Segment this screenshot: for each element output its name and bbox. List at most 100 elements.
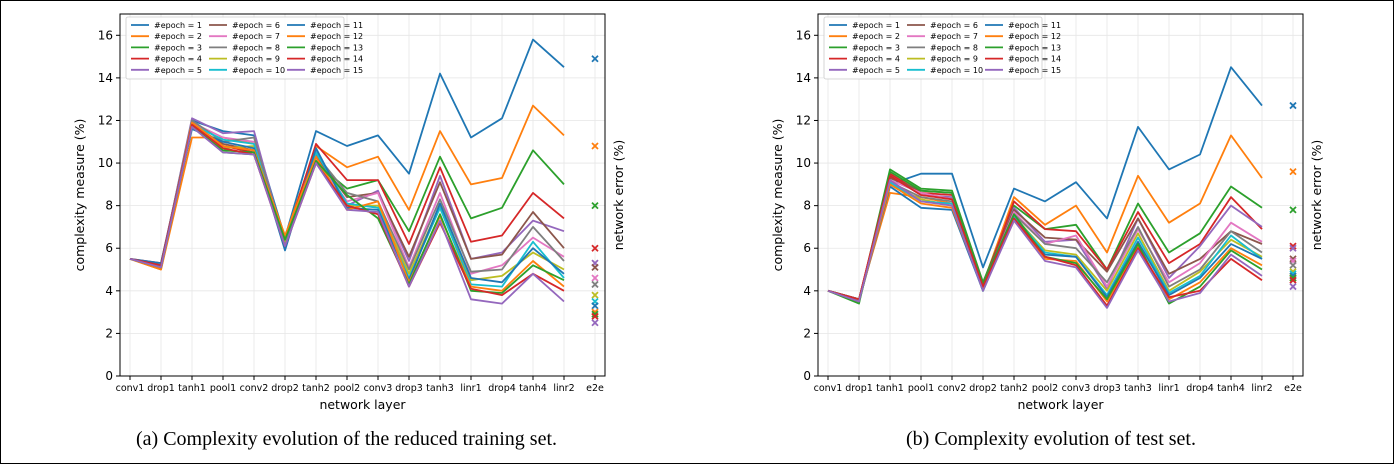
x-tick-label: conv3 — [1062, 383, 1091, 394]
series-line-2 — [129, 104, 565, 271]
legend-entry-12: #epoch = 12 — [985, 32, 1061, 41]
y2-axis-label: network error (%) — [1309, 140, 1324, 251]
legend-label: #epoch = 10 — [232, 66, 285, 75]
x-tick-label: drop2 — [969, 383, 997, 394]
x-axis-label: network layer — [1017, 397, 1104, 412]
x-ticks: conv1 drop1 tanh1 pool1 conv2 drop2 tanh2 pool2… — [116, 376, 604, 394]
legend-label: #epoch = 9 — [930, 55, 978, 64]
caption-a: (a) Complexity evolution of the reduced … — [136, 428, 557, 450]
x-tick-label: tanh3 — [426, 383, 454, 394]
legend-label: #epoch = 3 — [154, 43, 202, 52]
grid — [818, 14, 1303, 377]
legend-entry-9: #epoch = 9 — [907, 55, 978, 64]
error-marker-4 — [591, 244, 599, 252]
legend-entry-13: #epoch = 13 — [287, 43, 363, 52]
chart-panel-b: 0 2 4 6 8 10 12 14 16 conv1 drop1 tanh1 pool1 conv2 dr… — [698, 0, 1396, 420]
x-tick-label: pool2 — [1032, 383, 1058, 394]
error-marker-1 — [1289, 101, 1297, 110]
error-marker-11 — [591, 302, 599, 310]
y-tick-label: 14 — [796, 71, 811, 85]
error-markers — [1289, 101, 1297, 291]
y-tick-label: 6 — [105, 241, 113, 255]
error-marker-8 — [1289, 261, 1297, 269]
y-tick-label: 0 — [105, 369, 113, 383]
error-marker-2 — [591, 142, 599, 150]
y-tick-label: 12 — [98, 113, 113, 127]
legend-label: #epoch = 7 — [232, 32, 280, 41]
series-lines — [827, 66, 1263, 309]
x-tick-label: pool2 — [334, 383, 360, 394]
legend-entry-1: #epoch = 1 — [829, 21, 900, 30]
y-tick-label: 14 — [98, 71, 113, 85]
legend-entry-4: #epoch = 4 — [829, 55, 900, 64]
legend-entry-14: #epoch = 14 — [287, 55, 363, 64]
error-marker-15 — [1289, 282, 1297, 291]
x-tick-label: tanh3 — [1124, 383, 1152, 394]
legend-entry-1: #epoch = 1 — [131, 21, 202, 30]
y2-axis-label: network error (%) — [611, 140, 626, 251]
legend-label: #epoch = 14 — [310, 55, 363, 64]
legend-entry-15: #epoch = 15 — [287, 66, 363, 75]
legend-entry-7: #epoch = 7 — [209, 32, 280, 41]
legend-box — [823, 16, 1043, 80]
error-marker-4 — [1289, 242, 1297, 250]
x-tick-label: tanh2 — [1000, 383, 1028, 394]
legend-label: #epoch = 7 — [930, 32, 978, 41]
error-markers — [591, 55, 599, 327]
x-tick-label: drop3 — [395, 383, 423, 394]
x-tick-label: conv2 — [938, 383, 967, 394]
x-tick-label: drop1 — [147, 383, 175, 394]
axes-frame — [817, 13, 1304, 377]
legend-entry-7: #epoch = 7 — [907, 32, 978, 41]
y-axis-label: complexity measure (%) — [770, 119, 785, 272]
x-tick-label: e2e — [1284, 383, 1302, 394]
error-marker-6 — [591, 263, 599, 272]
y-ticks: 0 2 4 6 8 10 12 14 16 — [796, 28, 818, 383]
legend: #epoch = 1 #epoch = 2 #epoch = 3 #epoch = 4… — [125, 16, 363, 80]
series-line-8 — [129, 119, 565, 273]
legend-label: #epoch = 13 — [1008, 43, 1061, 52]
legend-label: #epoch = 8 — [930, 43, 978, 52]
legend-label: #epoch = 1 — [154, 21, 202, 30]
legend-entry-3: #epoch = 3 — [131, 43, 202, 52]
legend-entry-2: #epoch = 2 — [131, 32, 202, 41]
x-tick-label: tanh2 — [302, 383, 330, 394]
legend-entry-10: #epoch = 10 — [209, 66, 285, 75]
error-marker-13 — [591, 310, 599, 318]
legend-entry-6: #epoch = 6 — [907, 21, 978, 30]
axes-frame — [119, 13, 606, 377]
x-tick-label: linr1 — [1158, 383, 1179, 394]
x-tick-label: conv3 — [364, 383, 393, 394]
legend-label: #epoch = 6 — [930, 21, 978, 30]
x-tick-label: drop1 — [845, 383, 873, 394]
legend-entry-14: #epoch = 14 — [985, 55, 1061, 64]
x-tick-label: e2e — [586, 383, 604, 394]
y-tick-label: 10 — [98, 156, 113, 170]
x-tick-label: tanh4 — [519, 383, 547, 394]
error-marker-8 — [591, 280, 599, 289]
error-marker-15 — [591, 319, 599, 327]
y-tick-label: 16 — [796, 28, 811, 42]
legend-label: #epoch = 4 — [154, 55, 202, 64]
y-tick-label: 16 — [98, 28, 113, 42]
series-line-14 — [827, 174, 1263, 307]
series-line-15 — [827, 179, 1263, 309]
error-marker-6 — [1289, 255, 1297, 263]
x-tick-label: pool1 — [210, 383, 236, 394]
legend-label: #epoch = 2 — [852, 32, 900, 41]
legend-label: #epoch = 11 — [1008, 21, 1061, 30]
x-tick-label: drop4 — [488, 383, 516, 394]
legend-label: #epoch = 9 — [232, 55, 280, 64]
y-tick-label: 4 — [803, 284, 811, 298]
y-axis-label: complexity measure (%) — [72, 119, 87, 272]
y-tick-label: 2 — [105, 326, 113, 340]
legend-entry-8: #epoch = 8 — [907, 43, 978, 52]
legend-label: #epoch = 5 — [852, 66, 900, 75]
x-tick-label: tanh1 — [178, 383, 206, 394]
x-tick-label: drop4 — [1186, 383, 1214, 394]
legend-label: #epoch = 1 — [852, 21, 900, 30]
series-lines — [129, 38, 565, 305]
y-ticks: 0 2 4 6 8 10 12 14 16 — [98, 28, 120, 383]
legend-label: #epoch = 6 — [232, 21, 280, 30]
legend-label: #epoch = 3 — [852, 43, 900, 52]
